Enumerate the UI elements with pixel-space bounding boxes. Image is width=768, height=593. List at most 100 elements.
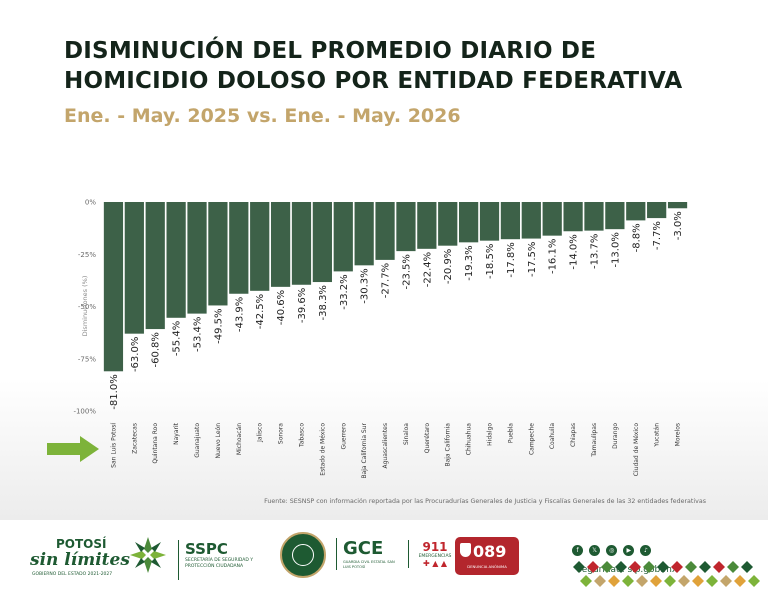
data-label: -33.2% [339,274,350,309]
pattern-diamond [727,561,739,573]
bar [521,202,541,239]
potosi-logo: POTOSÍ sin límites GOBIERNO DEL ESTADO 2… [28,535,168,583]
data-label: -14.0% [569,234,580,269]
category-label: Morelos [675,423,682,446]
pattern-diamond [622,575,634,587]
bar [124,202,144,334]
pattern-diamond [636,575,648,587]
bar [354,202,374,266]
bar [250,202,270,291]
bar [479,202,500,241]
y-tick-label: -50% [78,303,96,311]
data-label: -81.0% [109,374,120,409]
data-label: -23.5% [401,254,412,289]
category-label: Hidalgo [487,423,494,446]
arrow-icon [47,436,99,462]
category-labels: San Luis Potosí Zacatecas Quintana Roo Naya… [110,422,681,478]
data-label: -49.5% [213,308,224,343]
data-label: -42.5% [255,294,266,329]
data-label: -55.4% [172,321,183,356]
pattern-diamond [706,575,718,587]
category-label: Yucatán [654,423,661,448]
pattern-diamond [748,575,760,587]
bar [103,202,124,372]
pattern-diamond [699,561,711,573]
data-label: -8.8% [631,223,642,252]
bar [291,202,312,285]
data-label: -3.0% [673,211,684,240]
data-label: -60.8% [151,332,162,367]
category-label: Estado de México [319,423,326,476]
badge-star-icon [292,544,314,566]
pattern-diamond [692,575,704,587]
pattern-diamond [685,561,697,573]
pattern-diamond [657,561,669,573]
data-label: -18.5% [485,244,496,279]
pattern-diamond [629,561,641,573]
bar [145,202,165,330]
y-tick-label: -100% [73,408,96,416]
bar [647,202,667,219]
instagram-icon[interactable]: ◎ [606,545,618,556]
category-label: Aguascalientes [382,423,389,469]
bar [396,202,416,252]
bar [417,202,437,249]
y-tick-label: -75% [78,355,96,363]
x-icon[interactable]: 𝕏 [589,545,601,556]
data-label: -53.4% [193,317,204,352]
data-label: -22.4% [422,252,433,287]
category-label: Quintana Roo [152,423,159,464]
pattern-diamond [615,561,627,573]
title-line-2: HOMICIDIO DOLOSO POR ENTIDAD FEDERATIVA [64,68,683,94]
category-label: Tabasco [298,423,305,448]
pattern-diamond [573,561,585,573]
category-label: Guanajuato [194,423,201,458]
data-label: -17.5% [527,242,538,277]
pattern-diamond [650,575,662,587]
bar [667,202,688,209]
bar [187,202,207,314]
category-label: Puebla [507,423,514,443]
denuncia-089-logo: 089 DENUNCIA ANÓNIMA [455,537,519,575]
y-axis: 0% -25% -50% -75% -100% [73,199,96,416]
bar [333,202,353,272]
social-links: f 𝕏 ◎ ▶ ♪ seguridad. slp.gob.mx [572,540,762,575]
data-label: -17.8% [506,242,517,277]
youtube-icon[interactable]: ▶ [623,545,635,556]
bar [563,202,583,232]
sspc-logo: SSPC SECRETARÍA DE SEGURIDAD Y PROTECCIÓ… [178,540,271,580]
category-label: Durango [612,423,619,449]
pattern-diamond [664,575,676,587]
data-label: -13.0% [610,232,621,267]
website-link[interactable]: seguridad. slp.gob.mx [577,564,678,575]
bar [166,202,186,318]
bar [459,202,479,243]
pattern-diamond [734,575,746,587]
data-label: -39.6% [297,288,308,323]
bar [605,202,625,230]
sspc-logo-main: SSPC [185,540,228,558]
data-label: -27.7% [381,263,392,298]
category-label: Coahuila [549,423,556,449]
y-tick-label: 0% [85,199,96,207]
highlight-arrow [47,436,99,462]
chart-title: DISMINUCIÓN DEL PROMEDIO DIARIO DE HOMIC… [64,36,704,96]
category-label: Sonora [278,423,285,444]
category-label: Baja California Sur [361,422,368,478]
pattern-diamond [720,575,732,587]
tiktok-icon[interactable]: ♪ [640,545,652,556]
bar [229,202,249,294]
category-label: Querétaro [424,423,431,454]
data-label: -20.9% [443,249,454,284]
y-axis-label: Disminuciones (%) [81,276,89,337]
data-label: -16.1% [548,239,559,274]
facebook-icon[interactable]: f [572,545,583,556]
guardia-badge-icon [280,532,326,578]
bar [312,202,332,283]
data-label: -13.7% [589,234,600,269]
category-label: San Luis Potosí [110,423,117,468]
denuncia-089-label: DENUNCIA ANÓNIMA [467,564,507,569]
pattern-diamond [594,575,606,587]
emergency-911-number: 911 [422,540,448,554]
